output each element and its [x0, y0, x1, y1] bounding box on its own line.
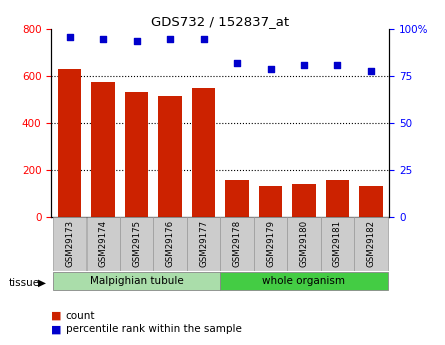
Point [133, 38, 140, 43]
FancyBboxPatch shape [254, 217, 287, 271]
FancyBboxPatch shape [354, 217, 388, 271]
Text: GSM29175: GSM29175 [132, 219, 141, 267]
Bar [359, 186, 383, 217]
Point [368, 68, 375, 73]
Bar [125, 92, 148, 217]
Text: tissue: tissue [9, 278, 40, 288]
Text: percentile rank within the sample: percentile rank within the sample [66, 325, 242, 334]
FancyBboxPatch shape [187, 217, 220, 271]
FancyBboxPatch shape [53, 272, 220, 290]
FancyBboxPatch shape [120, 217, 153, 271]
Bar [158, 96, 182, 217]
Point [234, 60, 241, 66]
Bar [326, 180, 349, 217]
FancyBboxPatch shape [53, 217, 86, 271]
Text: GSM29180: GSM29180 [299, 219, 308, 267]
Point [334, 62, 341, 68]
Text: ▶: ▶ [38, 278, 46, 288]
Text: GSM29176: GSM29176 [166, 219, 174, 267]
Bar [91, 81, 115, 217]
Text: GSM29177: GSM29177 [199, 219, 208, 267]
FancyBboxPatch shape [321, 217, 354, 271]
Text: ■: ■ [51, 311, 62, 321]
Bar [58, 69, 81, 217]
Bar [192, 88, 215, 217]
Text: GSM29174: GSM29174 [99, 219, 108, 267]
FancyBboxPatch shape [220, 217, 254, 271]
Text: ■: ■ [51, 325, 62, 334]
FancyBboxPatch shape [154, 217, 186, 271]
Title: GDS732 / 152837_at: GDS732 / 152837_at [151, 15, 289, 28]
Point [200, 36, 207, 41]
FancyBboxPatch shape [86, 217, 120, 271]
Text: GSM29181: GSM29181 [333, 219, 342, 267]
Text: GSM29182: GSM29182 [367, 219, 376, 267]
Text: Malpighian tubule: Malpighian tubule [90, 276, 183, 286]
Text: whole organism: whole organism [263, 276, 345, 286]
Text: GSM29178: GSM29178 [233, 219, 242, 267]
Text: GSM29179: GSM29179 [266, 219, 275, 267]
Bar [292, 184, 316, 217]
Point [267, 66, 274, 71]
Bar [225, 180, 249, 217]
Point [166, 36, 174, 41]
Bar [259, 186, 282, 217]
Point [100, 36, 107, 41]
Point [300, 62, 307, 68]
Text: count: count [66, 311, 95, 321]
FancyBboxPatch shape [287, 217, 320, 271]
FancyBboxPatch shape [220, 272, 388, 290]
Point [66, 34, 73, 40]
Text: GSM29173: GSM29173 [65, 219, 74, 267]
